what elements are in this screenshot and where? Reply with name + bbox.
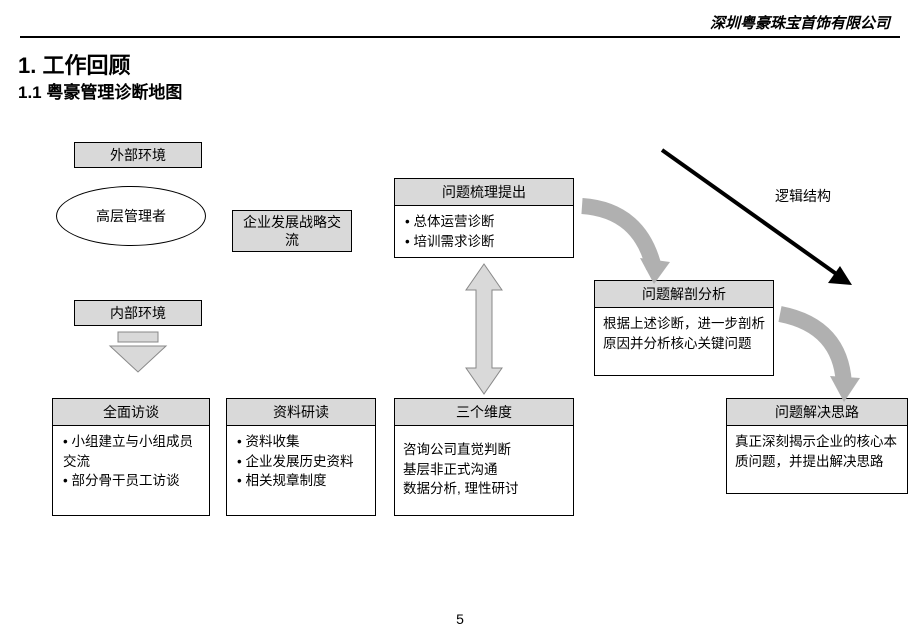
node-analysis-body: 根据上述诊断，进一步剖析原因并分析核心关键问题 — [595, 308, 773, 359]
node-material: 资料研读 资料收集 企业发展历史资料 相关规章制度 — [226, 398, 376, 516]
node-internal-env: 内部环境 — [74, 300, 202, 326]
list-item: 企业发展历史资料 — [237, 452, 367, 472]
list-item: 部分骨干员工访谈 — [63, 471, 201, 491]
node-interview-body: 小组建立与小组成员交流 部分骨干员工访谈 — [53, 426, 209, 497]
node-analysis-header: 问题解剖分析 — [595, 281, 773, 308]
list-item: 培训需求诊断 — [405, 232, 565, 252]
diagram-canvas: 外部环境 高层管理者 内部环境 企业发展战略交流 全面访谈 小组建立与小组成员交… — [0, 0, 920, 637]
node-analysis: 问题解剖分析 根据上述诊断，进一步剖析原因并分析核心关键问题 — [594, 280, 774, 376]
node-interview: 全面访谈 小组建立与小组成员交流 部分骨干员工访谈 — [52, 398, 210, 516]
curved-arrow-1-icon — [582, 206, 670, 284]
logic-structure-label: 逻辑结构 — [775, 186, 831, 206]
list-item: 总体运营诊断 — [405, 212, 565, 232]
node-solution-body: 真正深刻揭示企业的核心本质问题，并提出解决思路 — [727, 426, 907, 477]
list-item: 相关规章制度 — [237, 471, 367, 491]
double-arrow-icon — [466, 264, 502, 394]
list-item: 小组建立与小组成员交流 — [63, 432, 201, 471]
node-three-dimensions: 三个维度 咨询公司直觉判断 基层非正式沟通 数据分析, 理性研讨 — [394, 398, 574, 516]
node-material-header: 资料研读 — [227, 399, 375, 426]
node-strategy: 企业发展战略交流 — [232, 210, 352, 252]
node-top-management: 高层管理者 — [56, 186, 206, 246]
node-problem-out-body: 总体运营诊断 培训需求诊断 — [395, 206, 573, 257]
logic-arrow-icon — [662, 150, 852, 285]
node-external-env: 外部环境 — [74, 142, 202, 168]
node-interview-header: 全面访谈 — [53, 399, 209, 426]
node-problem-out-header: 问题梳理提出 — [395, 179, 573, 206]
node-material-body: 资料收集 企业发展历史资料 相关规章制度 — [227, 426, 375, 497]
node-problem-out: 问题梳理提出 总体运营诊断 培训需求诊断 — [394, 178, 574, 258]
list-item: 资料收集 — [237, 432, 367, 452]
node-three-dimensions-header: 三个维度 — [395, 399, 573, 426]
node-solution: 问题解决思路 真正深刻揭示企业的核心本质问题，并提出解决思路 — [726, 398, 908, 494]
body-line: 基层非正式沟通 — [403, 460, 565, 480]
body-line: 咨询公司直觉判断 — [403, 440, 565, 460]
curved-arrow-2-icon — [780, 314, 860, 402]
node-three-dimensions-body: 咨询公司直觉判断 基层非正式沟通 数据分析, 理性研讨 — [395, 426, 573, 505]
node-solution-header: 问题解决思路 — [727, 399, 907, 426]
body-line: 数据分析, 理性研讨 — [403, 479, 565, 499]
down-arrow-icon — [110, 332, 166, 372]
